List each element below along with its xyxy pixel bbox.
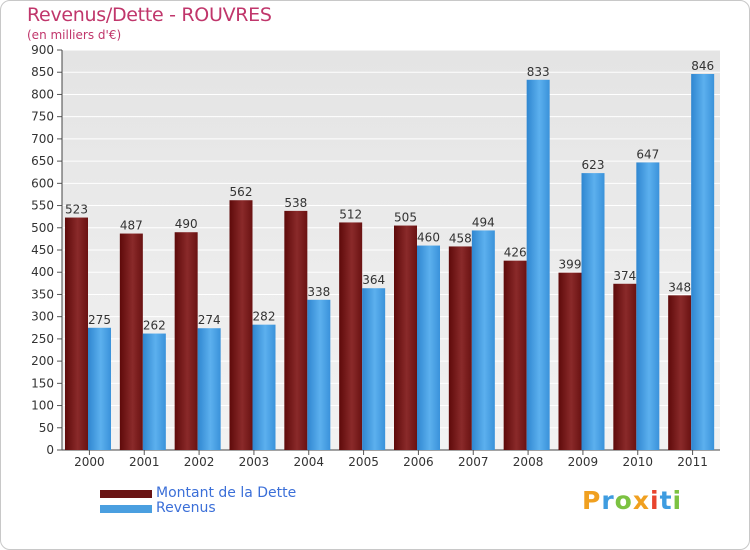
x-tick-label: 2005 <box>348 455 379 469</box>
y-tick-label: 650 <box>31 154 54 168</box>
bar-revenus <box>526 79 550 451</box>
bar-revenus <box>636 162 660 450</box>
x-tick-label: 2011 <box>677 455 708 469</box>
chart-title: Revenus/Dette - ROUVRES <box>27 4 272 26</box>
y-tick-label: 600 <box>31 176 54 190</box>
y-tick-label: 450 <box>31 243 54 257</box>
data-label-dette: 399 <box>559 258 582 272</box>
x-tick-label: 2010 <box>622 455 653 469</box>
bar-revenus <box>691 74 715 450</box>
bar-revenus <box>362 288 386 450</box>
x-tick-label: 2001 <box>129 455 160 469</box>
legend-item-revenus: Revenus <box>100 501 296 516</box>
data-label-dette: 426 <box>504 246 527 260</box>
data-label-revenus: 494 <box>472 215 495 229</box>
legend-swatch-dette <box>100 489 152 498</box>
proxiti-logo: Proxiti <box>582 486 682 515</box>
data-label-dette: 562 <box>230 185 253 199</box>
data-label-revenus: 274 <box>198 313 221 327</box>
bar-revenus <box>307 299 331 450</box>
data-label-dette: 538 <box>284 196 307 210</box>
data-label-revenus: 846 <box>691 59 714 73</box>
bar-revenus <box>252 324 276 450</box>
bar-dette <box>229 200 253 450</box>
legend-label-dette: Montant de la Dette <box>156 485 297 501</box>
bar-dette <box>339 222 363 450</box>
bar-dette <box>503 260 527 450</box>
bar-dette <box>448 246 472 450</box>
x-tick-label: 2003 <box>239 455 270 469</box>
bar-revenus <box>581 173 605 450</box>
bar-revenus <box>471 230 495 450</box>
y-tick-label: 700 <box>31 132 54 146</box>
y-tick-label: 400 <box>31 265 54 279</box>
y-tick-label: 50 <box>39 421 54 435</box>
y-tick-label: 500 <box>31 221 54 235</box>
data-label-dette: 348 <box>668 280 691 294</box>
bar-revenus <box>417 245 440 450</box>
data-label-dette: 512 <box>339 207 362 221</box>
logo-letter: i <box>672 486 683 515</box>
data-label-dette: 487 <box>120 219 143 233</box>
y-tick-label: 300 <box>31 310 54 324</box>
bar-revenus <box>197 328 221 450</box>
y-tick-label: 100 <box>31 399 54 413</box>
x-tick-label: 2004 <box>293 455 324 469</box>
y-tick-label: 250 <box>31 332 54 346</box>
y-tick-label: 0 <box>46 443 54 457</box>
logo-letter: i <box>650 486 660 515</box>
data-label-revenus: 833 <box>527 65 550 79</box>
data-label-revenus: 460 <box>417 231 440 245</box>
y-tick-label: 550 <box>31 199 54 213</box>
bar-dette <box>668 295 692 450</box>
y-tick-label: 200 <box>31 354 54 368</box>
data-label-revenus: 647 <box>636 147 659 161</box>
legend-item-dette: Montant de la Dette <box>100 486 296 501</box>
x-tick-label: 2007 <box>458 455 489 469</box>
logo-letter: t <box>659 486 673 515</box>
data-label-revenus: 275 <box>88 313 111 327</box>
x-tick-label: 2006 <box>403 455 434 469</box>
logo-letter: x <box>632 486 650 515</box>
data-label-dette: 490 <box>175 217 198 231</box>
data-label-dette: 523 <box>65 203 88 217</box>
bar-dette <box>119 233 143 450</box>
data-label-revenus: 282 <box>253 310 276 324</box>
x-tick-label: 2009 <box>568 455 599 469</box>
data-label-revenus: 338 <box>307 285 330 299</box>
legend-swatch-revenus <box>100 504 152 513</box>
data-label-revenus: 364 <box>362 273 385 287</box>
bar-dette <box>174 232 198 450</box>
data-label-dette: 374 <box>613 269 636 283</box>
data-label-revenus: 623 <box>582 158 605 172</box>
logo-letter: o <box>614 486 633 515</box>
y-tick-label: 150 <box>31 376 54 390</box>
x-tick-label: 2002 <box>184 455 215 469</box>
bar-dette <box>65 217 88 450</box>
data-label-dette: 458 <box>449 231 472 245</box>
x-tick-label: 2000 <box>74 455 105 469</box>
data-label-dette: 505 <box>394 211 417 225</box>
y-tick-label: 800 <box>31 87 54 101</box>
y-tick-label: 900 <box>31 43 54 57</box>
x-tick-label: 2008 <box>513 455 544 469</box>
bar-revenus <box>142 333 166 450</box>
y-tick-label: 350 <box>31 287 54 301</box>
legend-label-revenus: Revenus <box>156 500 216 516</box>
chart-legend: Montant de la Dette Revenus <box>100 486 296 516</box>
logo-letter: P <box>582 486 602 515</box>
y-tick-label: 850 <box>31 65 54 79</box>
bar-revenus <box>88 327 111 450</box>
bar-dette <box>394 225 417 450</box>
bar-dette <box>558 272 582 450</box>
y-tick-label: 750 <box>31 110 54 124</box>
bar-dette <box>284 210 308 450</box>
logo-letter: r <box>601 486 615 515</box>
chart-subtitle: (en milliers d'€) <box>27 28 122 42</box>
bar-dette <box>613 283 637 450</box>
data-label-revenus: 262 <box>143 319 166 333</box>
